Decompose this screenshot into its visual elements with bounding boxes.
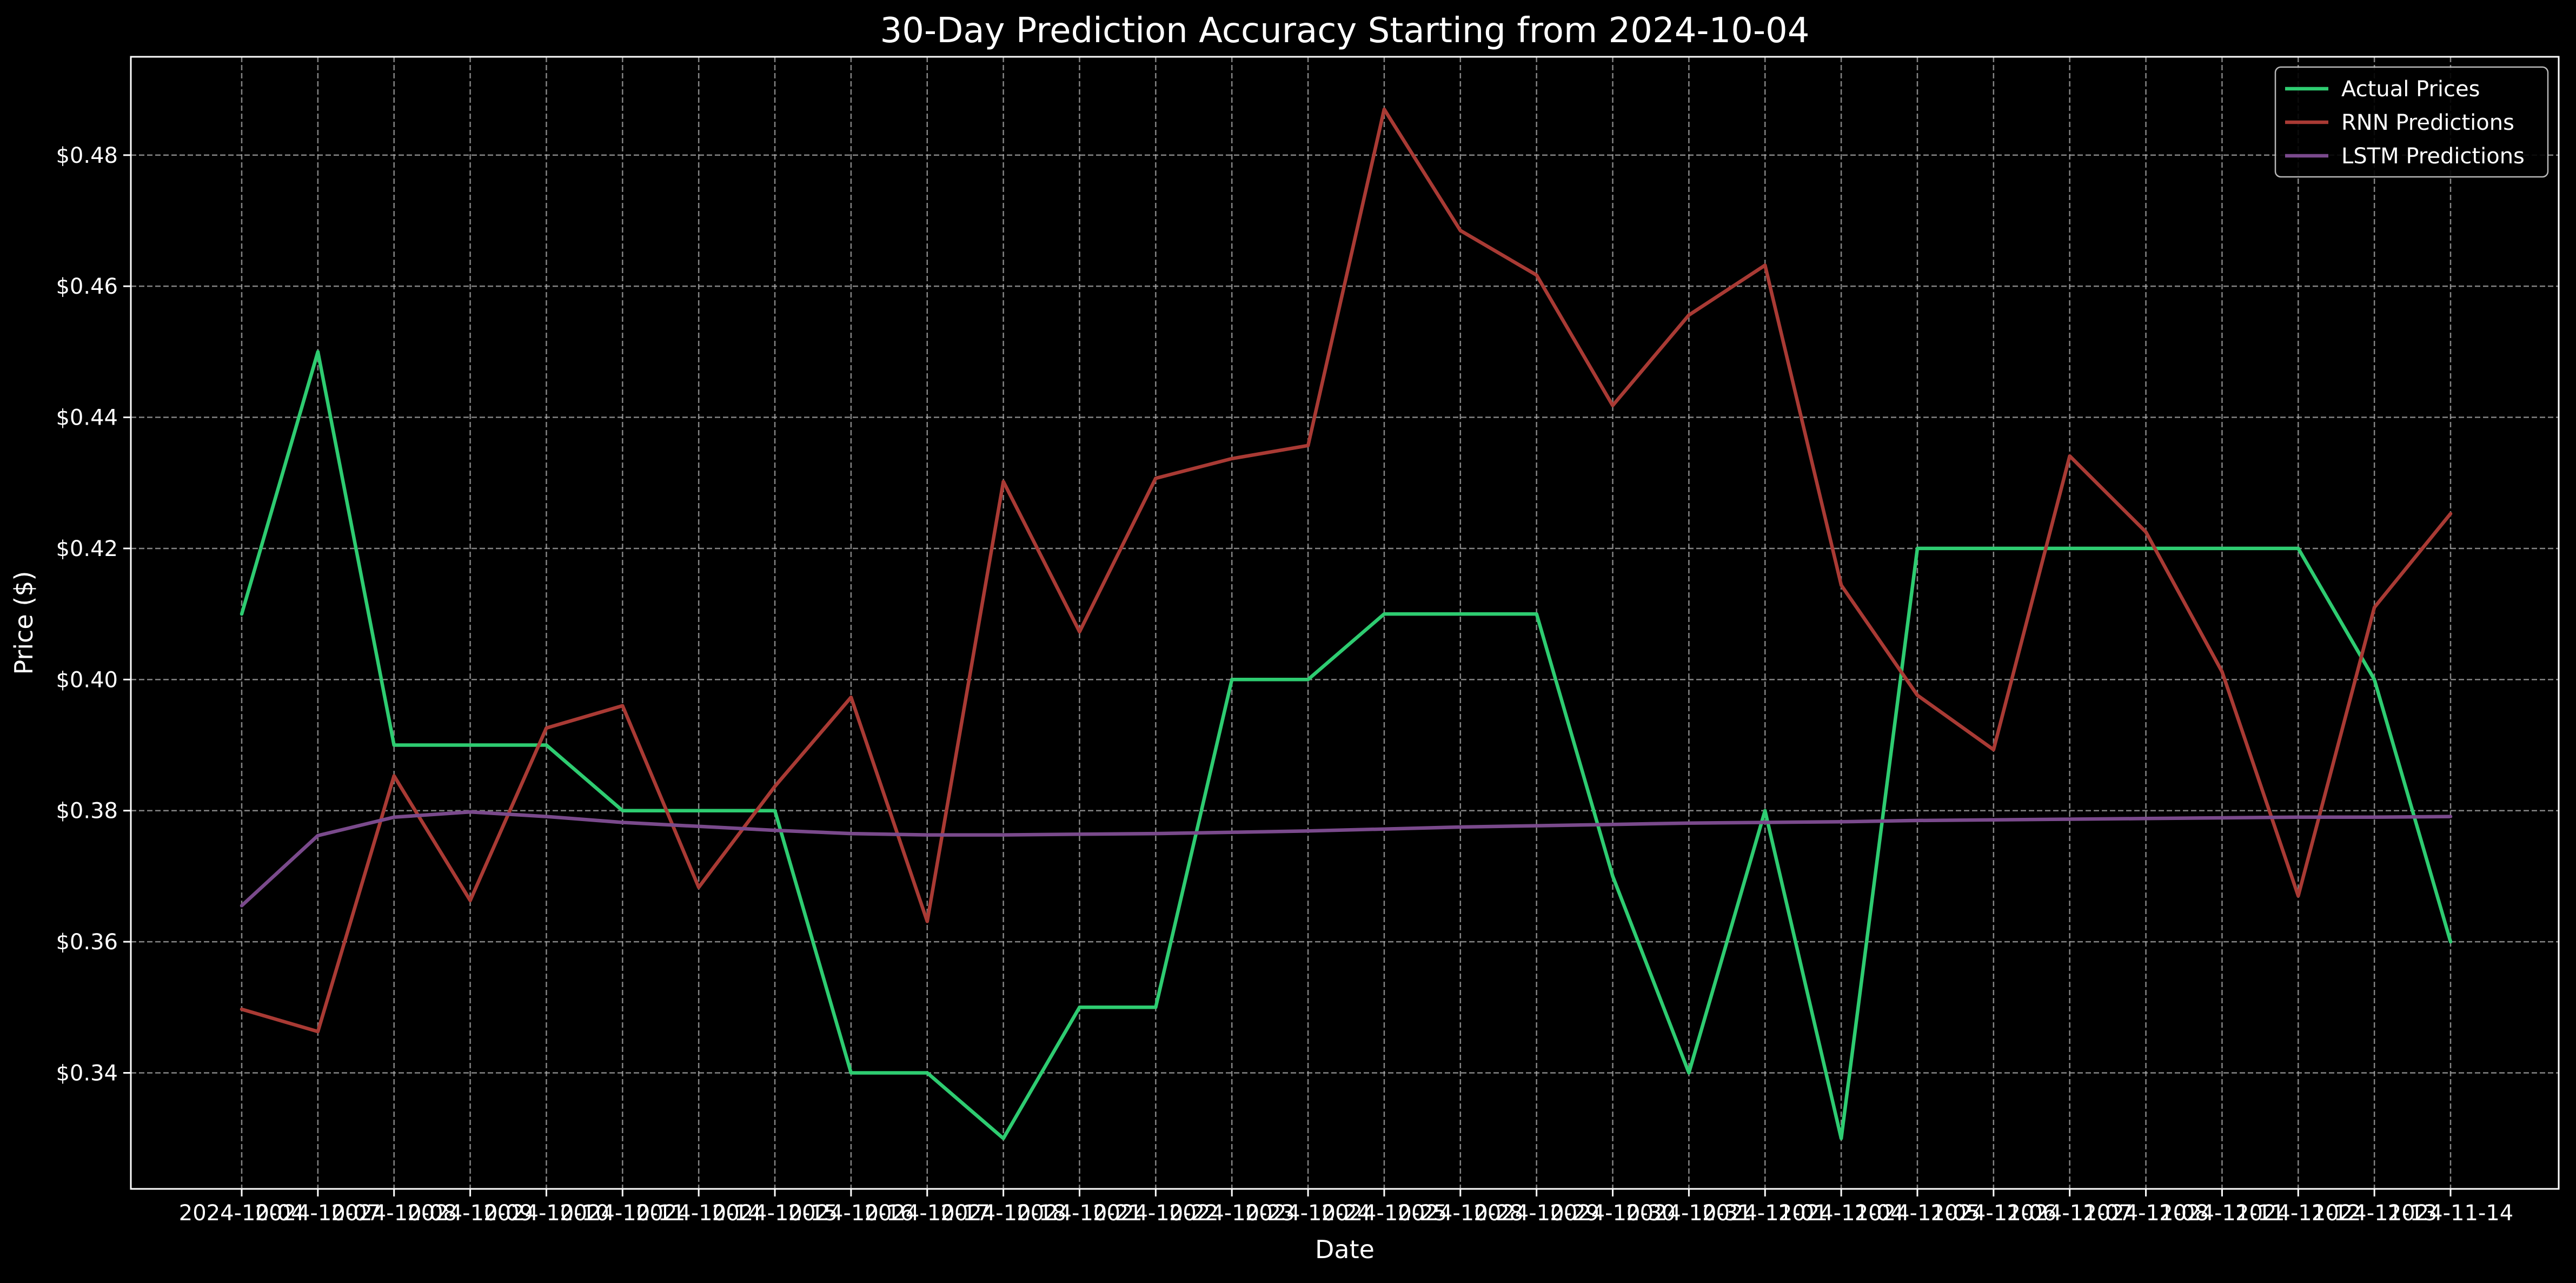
x-tick-label: 2024-10-08 [331, 1201, 456, 1226]
y-tick-label: $0.38 [56, 799, 118, 824]
y-tick-label: $0.36 [56, 930, 118, 955]
chart-title: 30-Day Prediction Accuracy Starting from… [880, 11, 1810, 51]
series-line-rnn-predictions [240, 107, 2453, 1034]
x-tick-label: 2024-10-16 [788, 1201, 914, 1226]
y-tick-label: $0.46 [56, 274, 118, 299]
y-axis-ticks: $0.34 $0.36 $0.38 $0.40 $0.42 $0.44 $0.46 $0.48 [56, 143, 131, 1086]
x-tick-label: 2024-10-21 [1017, 1201, 1142, 1226]
x-tick-label: 2024-11-12 [2235, 1201, 2361, 1226]
series-line-actual-prices [240, 350, 2453, 1140]
x-tick-label: 2024-10-04 [179, 1201, 304, 1226]
x-axis-ticks: 2024-10-042024-10-072024-10-082024-10-09… [179, 1189, 2513, 1226]
y-tick-label: $0.40 [56, 667, 118, 692]
series-line-lstm-predictions [240, 810, 2453, 908]
x-tick-label: 2024-10-23 [1169, 1201, 1294, 1226]
legend-entry-label: LSTM Predictions [2341, 144, 2525, 169]
x-tick-label: 2024-10-10 [483, 1201, 609, 1226]
x-tick-label: 2024-10-30 [1550, 1201, 1675, 1226]
x-tick-label: 2024-10-29 [1473, 1201, 1599, 1226]
x-tick-label: 2024-10-07 [255, 1201, 381, 1226]
x-tick-label: 2024-11-14 [2388, 1201, 2513, 1226]
x-tick-label: 2024-11-01 [1702, 1201, 1828, 1226]
x-tick-label: 2024-10-11 [560, 1201, 685, 1226]
series-lines [240, 107, 2453, 1140]
y-tick-label: $0.34 [56, 1061, 118, 1086]
x-tick-label: 2024-11-13 [2312, 1201, 2437, 1226]
x-tick-label: 2024-10-09 [407, 1201, 533, 1226]
x-tick-label: 2024-11-04 [1778, 1201, 1904, 1226]
y-tick-label: $0.42 [56, 537, 118, 561]
x-tick-label: 2024-10-25 [1322, 1201, 1447, 1226]
x-tick-label: 2024-10-24 [1245, 1201, 1371, 1226]
x-tick-label: 2024-10-31 [1626, 1201, 1751, 1226]
x-tick-label: 2024-11-05 [1855, 1201, 1980, 1226]
x-tick-label: 2024-10-18 [940, 1201, 1066, 1226]
x-tick-label: 2024-11-11 [2159, 1201, 2285, 1226]
legend-box [2274, 66, 2549, 178]
y-axis-label: Price ($) [9, 571, 38, 675]
grid-lines [131, 57, 2559, 1189]
x-tick-label: 2024-10-22 [1093, 1201, 1218, 1226]
legend: Actual Prices RNN Predictions LSTM Predict… [2274, 66, 2549, 178]
legend-entry-label: Actual Prices [2341, 77, 2480, 102]
x-tick-label: 2024-10-28 [1398, 1201, 1523, 1226]
x-tick-label: 2024-11-06 [1931, 1201, 2056, 1226]
y-tick-label: $0.44 [56, 406, 118, 431]
legend-entry-label: RNN Predictions [2341, 110, 2514, 135]
plot-frame [130, 56, 2560, 1190]
x-tick-label: 2024-10-17 [865, 1201, 990, 1226]
x-tick-label: 2024-10-15 [712, 1201, 838, 1226]
x-tick-label: 2024-11-07 [2007, 1201, 2132, 1226]
y-tick-label: $0.48 [56, 143, 118, 168]
x-tick-label: 2024-10-14 [636, 1201, 761, 1226]
x-tick-label: 2024-11-08 [2083, 1201, 2208, 1226]
x-axis-label: Date [1315, 1235, 1375, 1264]
